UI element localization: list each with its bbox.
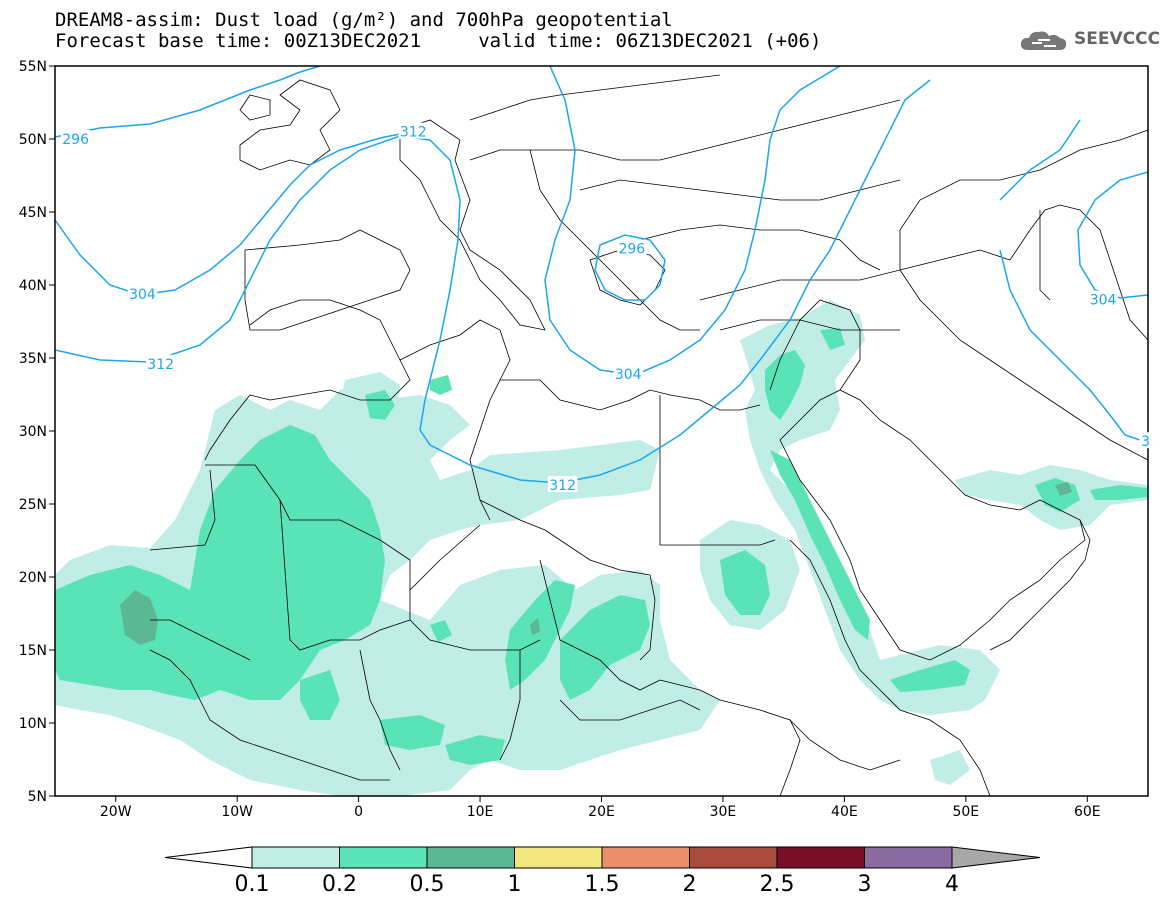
contour-label: 3: [1141, 434, 1150, 450]
lon-tick-label: 10E: [467, 804, 494, 820]
contour-label-bg: [398, 122, 429, 139]
lat-tick-label: 10N: [19, 716, 47, 732]
lon-tick-label: 20W: [100, 804, 132, 820]
contour-label-bg: [617, 239, 647, 256]
cloud-icon: [1020, 31, 1067, 50]
lat-tick-label: 40N: [19, 278, 47, 294]
lat-tick-label: 55N: [19, 59, 47, 75]
contour-label-bg: [1088, 290, 1118, 307]
lat-tick-label: 20N: [19, 570, 47, 586]
latitude-axis: 55N 50N 45N 40N 35N 30N 25N 20N 15N 10N 5N: [19, 59, 55, 805]
title-line-1: DREAM8-assim: Dust load (g/m²) and 700hP…: [55, 9, 673, 31]
contour-label-bg: [127, 284, 158, 301]
colorbar-low-extend: [164, 846, 253, 869]
colorbar-level-label: 0.5: [410, 872, 445, 897]
colorbar-level-label: 2: [683, 872, 697, 897]
lon-tick-label: 0: [354, 804, 363, 820]
lon-tick-label: 30E: [710, 804, 737, 820]
longitude-axis: 20W 10W 0 10E 20E 30E 40E 50E 60E: [100, 796, 1101, 820]
contour-label-bg: [60, 130, 91, 146]
contour-labels: 296 312 296 304 312 304 312 304 3: [60, 122, 1152, 494]
contour-label: 296: [62, 132, 89, 148]
colorbar-swatch: [689, 846, 778, 869]
lat-tick-label: 30N: [19, 424, 47, 440]
lat-tick-label: 50N: [19, 132, 47, 148]
colorbar-swatch: [864, 846, 953, 869]
lat-tick-label: 5N: [28, 789, 47, 805]
contour-label: 296: [618, 242, 645, 258]
title-line-2: Forecast base time: 00Z13DEC2021 valid t…: [55, 30, 822, 52]
colorbar-level-label: 0.1: [235, 872, 270, 897]
contour-label-bg: [613, 365, 643, 382]
colorbar-swatch: [776, 846, 865, 869]
lat-tick-label: 15N: [19, 643, 47, 659]
contour-label: 312: [549, 478, 576, 494]
colorbar-high-extend: [951, 846, 1041, 869]
lon-tick-label: 40E: [831, 804, 858, 820]
lon-tick-label: 20E: [588, 804, 615, 820]
colorbar-level-label: 3: [858, 872, 872, 897]
contour-label-bg: [547, 476, 578, 493]
dust-shading-dark: [120, 482, 1072, 645]
contour-label-bg: [145, 354, 176, 371]
contour-label: 304: [1090, 293, 1117, 309]
lat-tick-label: 45N: [19, 205, 47, 221]
lon-tick-label: 60E: [1074, 804, 1101, 820]
geopotential-contours: [55, 66, 1148, 484]
lon-tick-label: 50E: [952, 804, 979, 820]
colorbar-swatch: [251, 846, 340, 869]
lon-tick-label: 10W: [221, 804, 253, 820]
colorbar-level-label: 0.2: [322, 872, 357, 897]
contour-label: 312: [400, 125, 427, 141]
colorbar-level-label: 4: [945, 872, 959, 897]
lat-tick-label: 35N: [19, 351, 47, 367]
colorbar-legend: 0.1 0.2 0.5 1 1.5 2 2.5 3 4: [164, 846, 1041, 897]
country-borders: [149, 74, 1148, 796]
contour-label-bg: [1139, 432, 1152, 449]
colorbar-swatch: [426, 846, 515, 869]
colorbar-level-label: 2.5: [760, 872, 795, 897]
map-title: DREAM8-assim: Dust load (g/m²) and 700hP…: [55, 10, 821, 52]
colorbar-level-label: 1: [508, 872, 522, 897]
colorbar-swatch: [514, 846, 603, 869]
colorbar-level-label: 1.5: [585, 872, 620, 897]
seevccc-logo: SEEVCCC: [1018, 26, 1161, 56]
contour-label: 312: [147, 357, 174, 373]
colorbar-swatch: [339, 846, 428, 869]
colorbar-swatch: [601, 846, 690, 869]
map-area: [55, 66, 1148, 796]
logo-text: SEEVCCC: [1074, 29, 1161, 49]
contour-label: 304: [129, 287, 156, 303]
contour-label: 304: [615, 367, 642, 383]
lat-tick-label: 25N: [19, 497, 47, 513]
